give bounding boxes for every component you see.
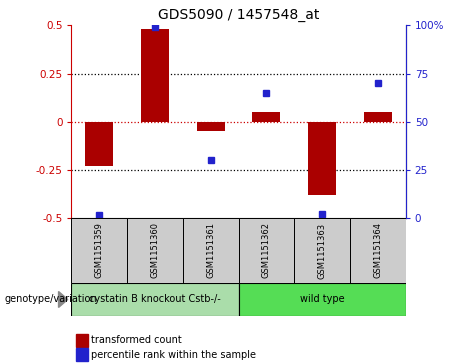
Bar (183, 218, 238, 283)
Bar (71, 283, 239, 316)
Text: wild type: wild type (300, 294, 344, 305)
Bar (85, 122, 113, 166)
Bar (76, 348, 88, 361)
Text: percentile rank within the sample: percentile rank within the sample (91, 350, 256, 360)
Bar (350, 218, 406, 283)
Polygon shape (59, 291, 68, 307)
Bar (294, 218, 350, 283)
Bar (364, 112, 392, 122)
Text: genotype/variation: genotype/variation (5, 294, 97, 305)
Bar (238, 283, 406, 316)
Title: GDS5090 / 1457548_at: GDS5090 / 1457548_at (158, 8, 319, 22)
Bar (141, 29, 169, 122)
Bar (71, 218, 127, 283)
Bar (308, 122, 336, 195)
Text: GSM1151359: GSM1151359 (95, 223, 104, 278)
Text: GSM1151364: GSM1151364 (373, 223, 382, 278)
Text: transformed count: transformed count (91, 335, 182, 346)
Bar (253, 112, 280, 122)
Bar (127, 218, 183, 283)
Bar (197, 122, 225, 131)
Bar (76, 334, 88, 347)
Text: GSM1151360: GSM1151360 (150, 223, 160, 278)
Text: cystatin B knockout Cstb-/-: cystatin B knockout Cstb-/- (89, 294, 221, 305)
Bar (238, 218, 294, 283)
Text: GSM1151361: GSM1151361 (206, 223, 215, 278)
Text: GSM1151363: GSM1151363 (318, 223, 327, 278)
Text: GSM1151362: GSM1151362 (262, 223, 271, 278)
